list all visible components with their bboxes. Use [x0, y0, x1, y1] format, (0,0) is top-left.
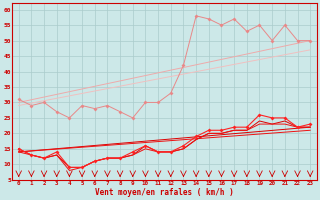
X-axis label: Vent moyen/en rafales ( km/h ): Vent moyen/en rafales ( km/h ): [95, 188, 234, 197]
